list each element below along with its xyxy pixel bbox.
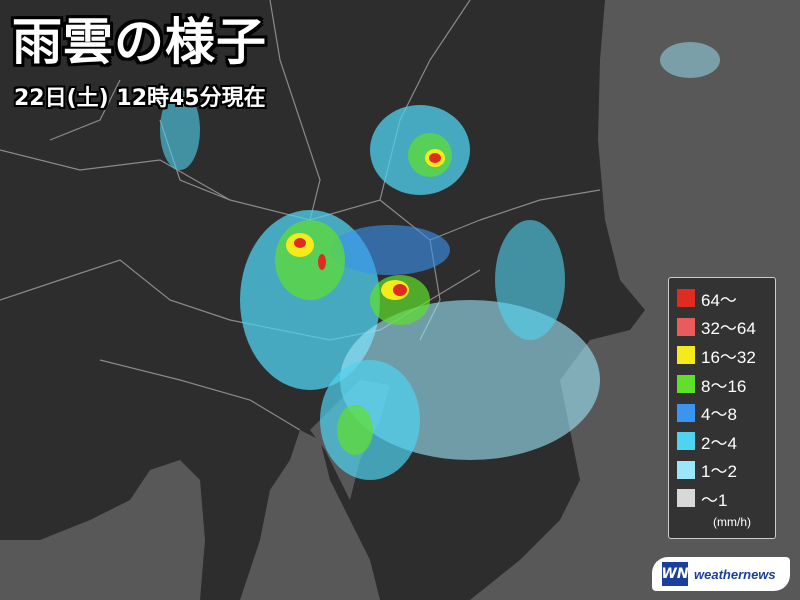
legend-item: 2～4	[677, 427, 775, 456]
legend-label: 64～	[701, 290, 737, 310]
legend-item: 8～16	[677, 370, 775, 399]
legend-item: 64～	[677, 284, 775, 313]
legend-item: 32～64	[677, 313, 775, 342]
legend-label: 1～2	[701, 462, 737, 482]
wn-logo-mark: WN	[661, 562, 689, 586]
legend-label: 2～4	[701, 433, 737, 453]
precipitation-legend: 64～ 32～64 16～32 8～16 4～8 2～4 1～2 ～1 (mm/…	[668, 277, 776, 539]
legend-swatch	[677, 346, 695, 365]
legend-swatch	[677, 375, 695, 394]
legend-label: 32～64	[701, 319, 756, 339]
rain-echoes	[160, 42, 720, 480]
legend-item: 4～8	[677, 398, 775, 427]
weathernews-logo: WN weathernews	[652, 557, 790, 591]
legend-item: 16～32	[677, 341, 775, 370]
legend-label: 16～32	[701, 347, 756, 367]
legend-label: 8～16	[701, 376, 747, 396]
legend-label: 4～8	[701, 405, 737, 425]
legend-label: ～1	[701, 490, 728, 510]
wn-logo-text: weathernews	[694, 566, 776, 582]
legend-swatch	[677, 403, 695, 422]
legend-swatch	[677, 489, 695, 508]
legend-unit: (mm/h)	[713, 514, 751, 529]
legend-swatch	[677, 432, 695, 451]
legend-swatch	[677, 317, 695, 336]
observation-time: 22日(土) 12時45分現在	[14, 86, 266, 111]
legend-swatch	[677, 460, 695, 479]
legend-item: 1～2	[677, 456, 775, 485]
page-title: 雨雲の様子	[12, 13, 267, 71]
legend-item: ～1	[677, 484, 775, 513]
legend-swatch	[677, 289, 695, 308]
